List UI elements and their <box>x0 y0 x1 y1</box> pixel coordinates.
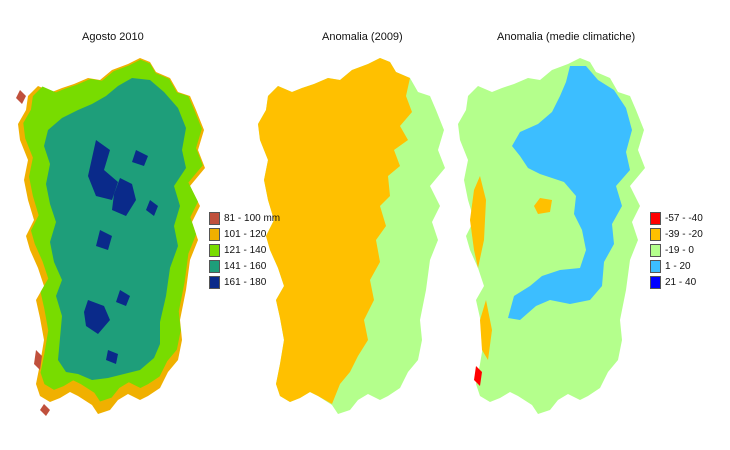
legend-swatch <box>650 227 661 241</box>
legend-item: -19 - 0 <box>650 242 703 258</box>
legend-item: -39 - -20 <box>650 226 703 242</box>
legend-label: 161 - 180 <box>224 276 267 288</box>
map-anomalia-medie <box>458 58 645 414</box>
title-agosto-2010: Agosto 2010 <box>82 31 144 43</box>
legend-label: 81 - 100 mm <box>224 212 281 224</box>
legend-swatch <box>650 243 661 257</box>
legend-swatch <box>650 259 661 273</box>
legend-swatch <box>650 211 661 225</box>
legend-swatch <box>209 227 220 241</box>
legend-swatch <box>650 275 661 289</box>
legend-label: 121 - 140 <box>224 244 267 256</box>
legend-item: 161 - 180 <box>209 274 280 290</box>
legend-label: 101 - 120 <box>224 228 267 240</box>
map-anomalia-2009 <box>258 58 445 414</box>
legend-item: 101 - 120 <box>209 226 280 242</box>
legend-item: 21 - 40 <box>650 274 703 290</box>
title-anomalia-2009: Anomalia (2009) <box>322 31 403 43</box>
legend-swatch <box>209 243 220 257</box>
legend-label: -19 - 0 <box>665 244 694 256</box>
legend-item: 81 - 100 mm <box>209 210 280 226</box>
low-precip-zones <box>16 90 50 416</box>
legend-item: 1 - 20 <box>650 258 703 274</box>
legend-swatch <box>209 259 220 273</box>
legend-item: 121 - 140 <box>209 242 280 258</box>
legend-label: -57 - -40 <box>665 212 703 224</box>
legend-anomaly: -57 - -40 -39 - -20 -19 - 0 1 - 20 21 - … <box>650 210 703 290</box>
legend-item: -57 - -40 <box>650 210 703 226</box>
legend-label: 1 - 20 <box>665 260 691 272</box>
map-agosto-2010 <box>16 58 205 416</box>
legend-item: 141 - 160 <box>209 258 280 274</box>
legend-label: -39 - -20 <box>665 228 703 240</box>
high-precip-zones <box>84 140 158 364</box>
legend-swatch <box>209 275 220 289</box>
legend-label: 21 - 40 <box>665 276 697 288</box>
legend-precipitation: 81 - 100 mm 101 - 120 121 - 140 141 - 16… <box>209 210 280 290</box>
legend-swatch <box>209 211 220 225</box>
legend-label: 141 - 160 <box>224 260 267 272</box>
title-anomalia-medie: Anomalia (medie climatiche) <box>497 31 636 43</box>
